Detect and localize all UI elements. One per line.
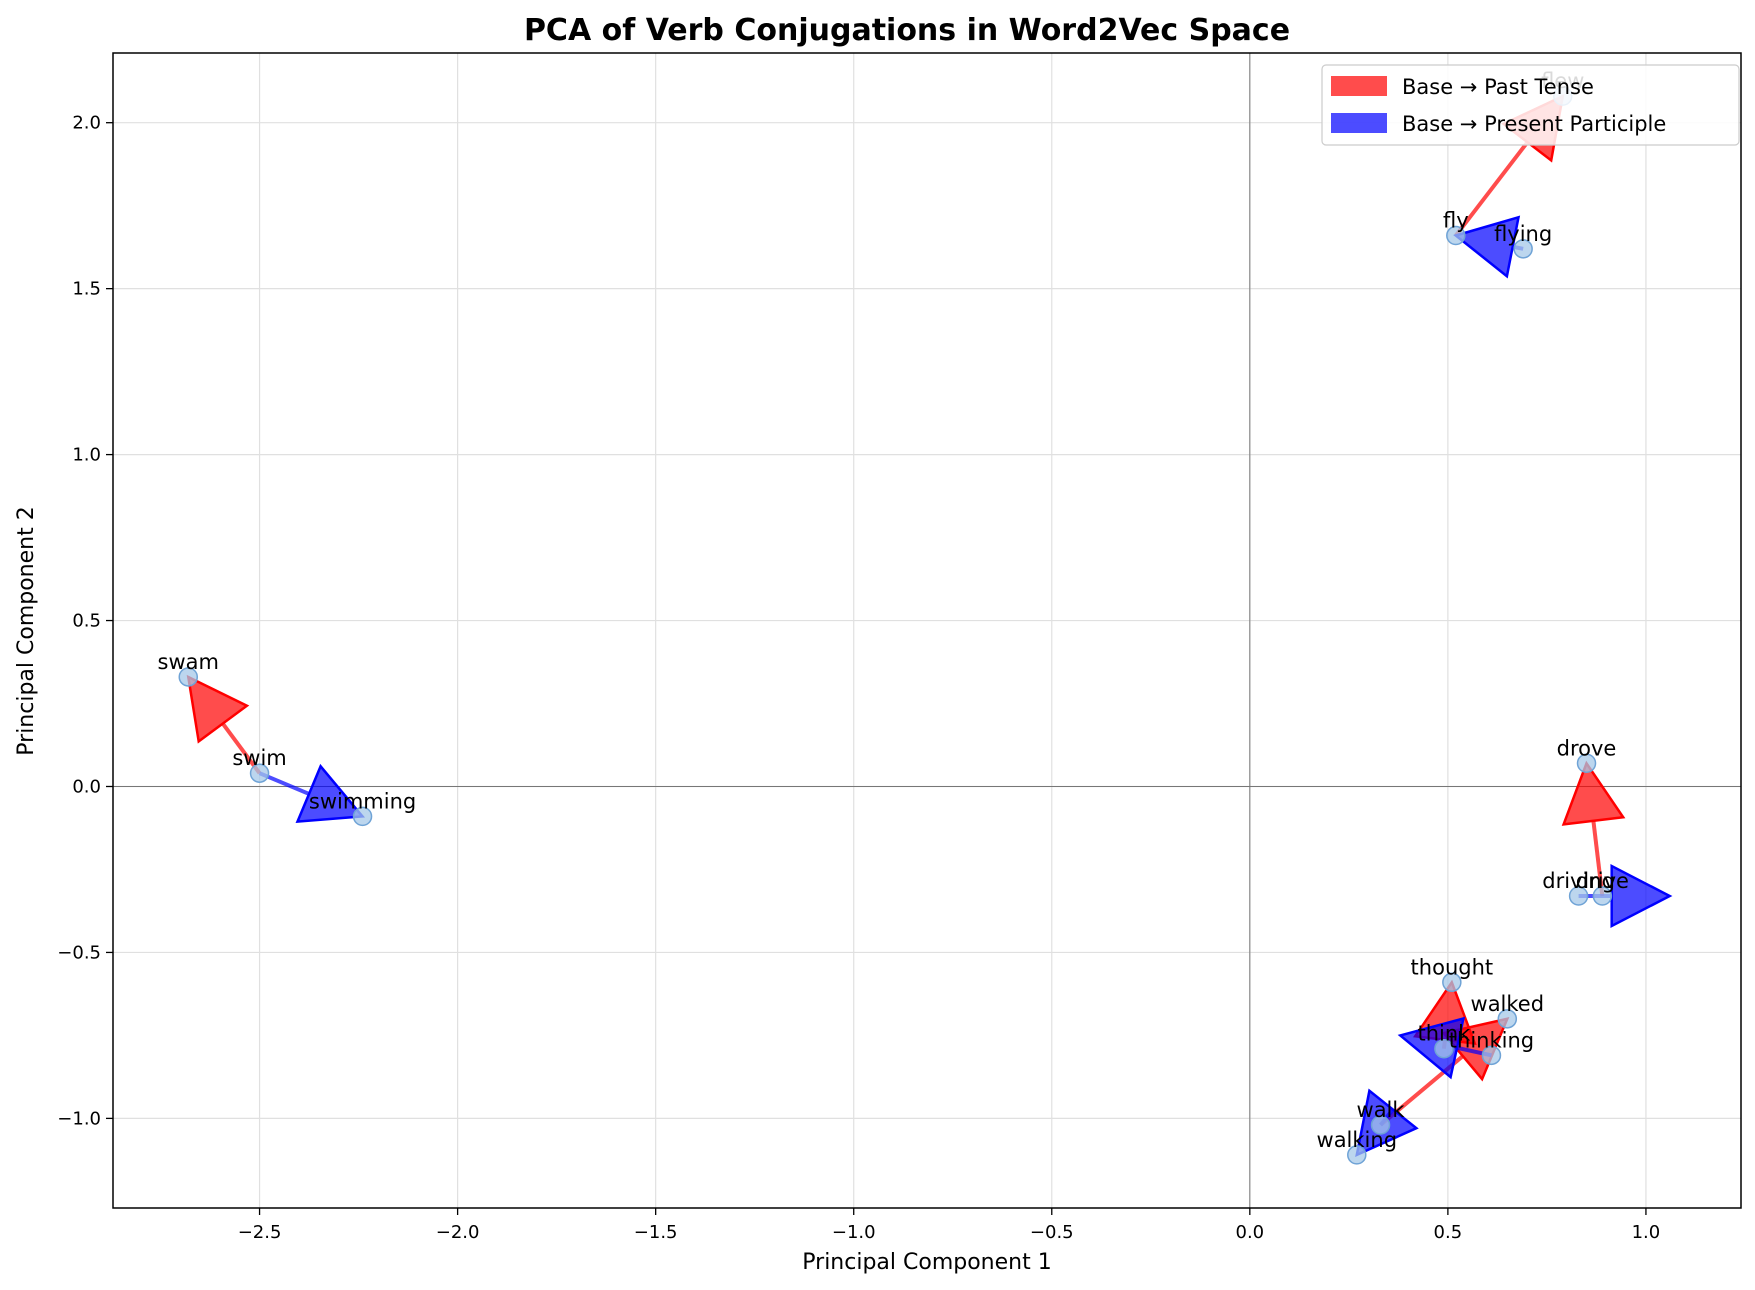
point-label-flying: flying xyxy=(1494,222,1552,246)
data-point-swim xyxy=(249,763,270,783)
y-tick-label: −0.5 xyxy=(57,942,101,963)
data-point-walked xyxy=(1497,1009,1518,1029)
arrow-head xyxy=(295,763,366,824)
point-label-fly: fly xyxy=(1443,209,1469,233)
x-tick-label: −0.5 xyxy=(1030,1222,1074,1243)
point-label-driving: driving xyxy=(1542,869,1615,893)
point-label-swam: swam xyxy=(158,650,219,674)
y-tick-label: 1.5 xyxy=(72,279,101,300)
legend-swatch-participle xyxy=(1331,113,1387,133)
point-label-drive: drive xyxy=(1576,869,1629,893)
point-label-thinking: thinking xyxy=(1449,1028,1534,1052)
data-point-thought xyxy=(1442,972,1462,993)
point-label-think: think xyxy=(1417,1022,1471,1046)
data-point-swam xyxy=(178,667,199,687)
y-tick-label: −1.0 xyxy=(57,1108,101,1129)
point-label-layer: walkwalkedwalkingswimswamswimmingflyflew… xyxy=(158,69,1629,1152)
point-label-drove: drove xyxy=(1557,736,1617,760)
arrow-head xyxy=(186,674,250,744)
arrow-shaft xyxy=(1591,820,1605,897)
point-label-swimming: swimming xyxy=(309,789,416,813)
x-axis-ticks: −2.5 −2.0 −1.5 −1.0 −0.5 0.0 0.5 1.0 xyxy=(238,1208,1661,1243)
y-axis-label: Principal Component 2 xyxy=(14,506,39,755)
x-tick-label: 0.5 xyxy=(1434,1222,1463,1243)
arrow-shaft xyxy=(221,722,262,775)
point-label-walk: walk xyxy=(1357,1098,1406,1122)
y-tick-label: 0.5 xyxy=(72,611,101,632)
legend-label-past: Base → Past Tense xyxy=(1402,75,1594,99)
y-tick-label: 2.0 xyxy=(72,113,101,134)
y-axis-ticks: −1.0 −0.5 0.0 0.5 1.0 1.5 2.0 xyxy=(57,113,113,1129)
x-tick-label: 0.0 xyxy=(1236,1222,1265,1243)
data-point-thinking xyxy=(1481,1045,1502,1066)
data-point-flying xyxy=(1513,239,1533,259)
x-tick-label: −2.5 xyxy=(238,1222,282,1243)
arrow-head xyxy=(1561,760,1626,826)
past-tense-arrow xyxy=(1561,760,1626,897)
zero-lines xyxy=(113,53,1741,1208)
arrow-head xyxy=(1453,215,1521,279)
point-layer xyxy=(178,86,1613,1165)
y-tick-label: 0.0 xyxy=(72,776,101,797)
y-tick-label: 1.0 xyxy=(72,445,101,466)
data-point-walking xyxy=(1347,1145,1367,1165)
point-label-thought: thought xyxy=(1411,955,1494,979)
x-tick-label: −1.0 xyxy=(832,1222,876,1243)
x-tick-label: 1.0 xyxy=(1632,1222,1661,1243)
data-point-drive xyxy=(1592,886,1613,906)
data-point-walk xyxy=(1370,1115,1391,1135)
data-point-think xyxy=(1434,1038,1454,1059)
x-tick-label: −2.0 xyxy=(436,1222,480,1243)
plot-frame xyxy=(112,52,1742,1209)
legend-swatch-past xyxy=(1331,76,1387,96)
data-point-fly xyxy=(1446,225,1466,246)
legend-frame xyxy=(1321,64,1740,146)
x-tick-label: −1.5 xyxy=(634,1222,678,1243)
past-tense-arrow xyxy=(186,674,262,775)
legend: Base → Past Tense Base → Present Partici… xyxy=(1321,64,1740,146)
data-point-swimming xyxy=(352,806,373,827)
point-label-walked: walked xyxy=(1471,992,1545,1016)
x-axis-label: Principal Component 1 xyxy=(802,1250,1051,1275)
data-point-drove xyxy=(1576,753,1597,774)
arrow-head xyxy=(1397,1016,1466,1080)
chart-title: PCA of Verb Conjugations in Word2Vec Spa… xyxy=(524,13,1290,48)
point-label-swim: swim xyxy=(232,746,286,770)
legend-label-participle: Base → Present Participle xyxy=(1402,112,1666,136)
arrow-shaft xyxy=(1454,140,1530,237)
point-label-walking: walking xyxy=(1317,1128,1398,1152)
data-point-driving xyxy=(1568,886,1589,906)
